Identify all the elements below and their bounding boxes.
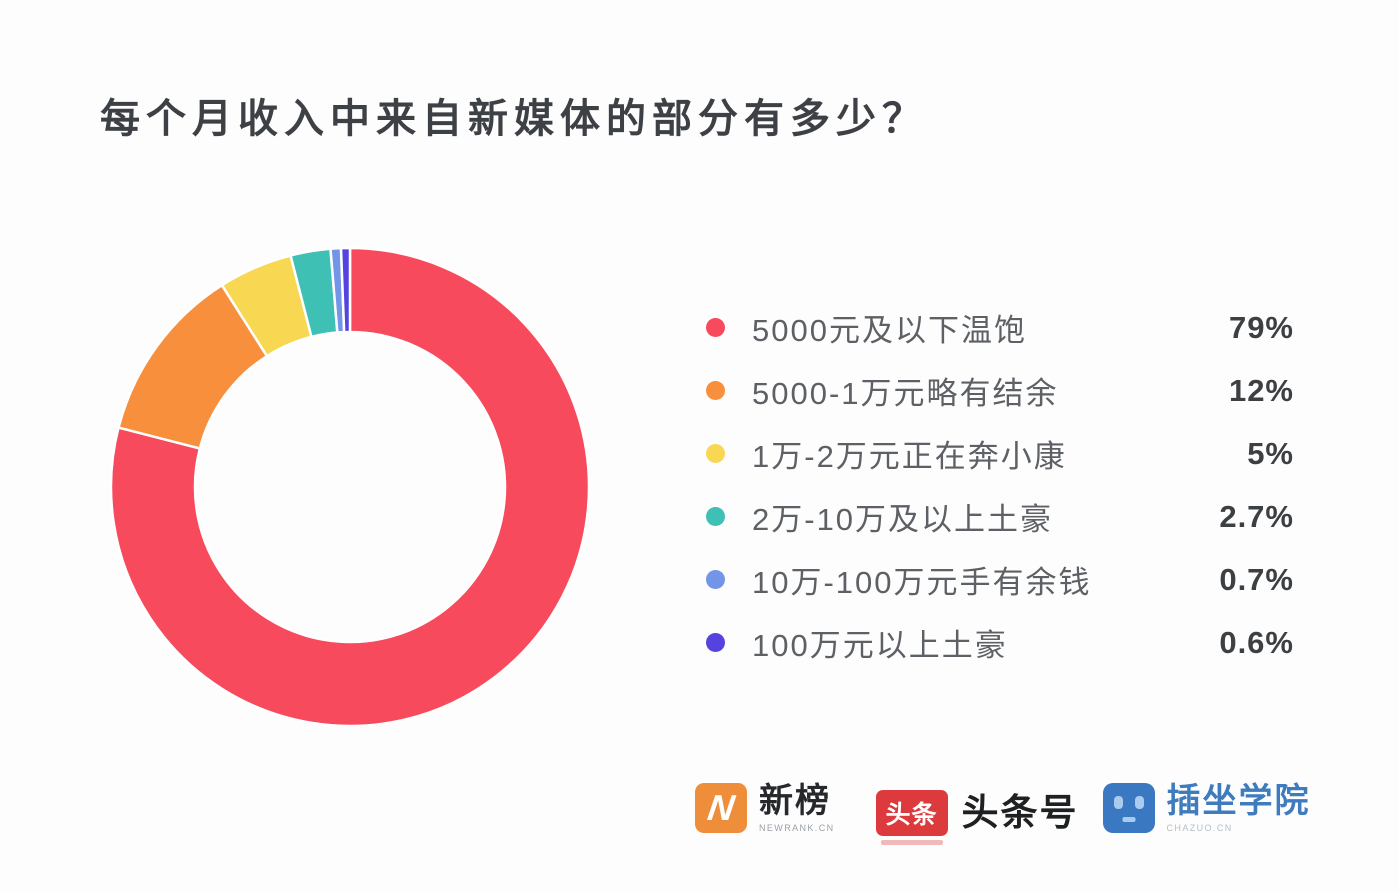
legend-color-dot	[706, 507, 725, 526]
legend-label: 5000-1万元略有结余	[752, 376, 1059, 411]
newrank-logo-icon: N	[695, 783, 747, 833]
legend-value: 79%	[1228, 309, 1294, 345]
robot-eye-right	[1134, 796, 1144, 809]
newrank-logo-title: 新榜	[759, 782, 831, 820]
legend-label: 100万元以上土豪	[752, 628, 1008, 663]
legend-value: 12%	[1228, 372, 1294, 408]
footer-logos: N 新榜 NEWRANK.CN 头条 头条号 插坐学院 CHAZUO.CN	[695, 783, 1311, 845]
chazuo-logo-icon	[1102, 783, 1155, 833]
toutiao-logo: 头条 头条号	[875, 790, 1079, 845]
donut-segment-5	[339, 246, 352, 334]
toutiao-logo-icon: 头条	[875, 790, 948, 836]
newrank-logo-subtitle: NEWRANK.CN	[759, 823, 835, 833]
legend-color-dot	[706, 381, 725, 400]
toutiao-logo-title: 头条号	[961, 792, 1079, 833]
chazuo-logo-title: 插坐学院	[1166, 782, 1311, 820]
robot-mouth	[1122, 817, 1136, 822]
chazuo-logo: 插坐学院 CHAZUO.CN	[1102, 782, 1311, 833]
robot-eye-left	[1113, 796, 1123, 809]
page-title: 每个月收入中来自新媒体的部分有多少？	[100, 97, 928, 141]
legend-row-5: 100万元以上土豪 0.6%	[706, 611, 1294, 674]
toutiao-logo-tagline	[880, 840, 943, 845]
chazuo-logo-subtitle: CHAZUO.CN	[1166, 823, 1233, 833]
legend-row-3: 2万-10万及以上土豪 2.7%	[706, 485, 1294, 548]
donut-segment-0	[109, 246, 591, 728]
legend-label: 2万-10万及以上土豪	[752, 502, 1054, 537]
newrank-logo: N 新榜 NEWRANK.CN	[695, 783, 835, 833]
donut-chart	[109, 246, 591, 728]
legend-label: 10万-100万元手有余钱	[752, 565, 1092, 600]
legend-value: 5%	[1247, 435, 1294, 471]
legend-row-1: 5000-1万元略有结余 12%	[706, 359, 1294, 422]
legend: 5000元及以下温饱 79% 5000-1万元略有结余 12% 1万-2万元正在奔小康 5…	[706, 296, 1294, 674]
legend-value: 0.6%	[1219, 624, 1294, 660]
legend-label: 1万-2万元正在奔小康	[752, 439, 1067, 474]
legend-label: 5000元及以下温饱	[752, 313, 1027, 348]
legend-row-0: 5000元及以下温饱 79%	[706, 296, 1294, 359]
legend-row-4: 10万-100万元手有余钱 0.7%	[706, 548, 1294, 611]
legend-value: 0.7%	[1219, 561, 1294, 597]
legend-color-dot	[706, 570, 725, 589]
legend-color-dot	[706, 444, 725, 463]
legend-color-dot	[706, 318, 725, 337]
legend-value: 2.7%	[1219, 498, 1294, 534]
legend-row-2: 1万-2万元正在奔小康 5%	[706, 422, 1294, 485]
legend-color-dot	[706, 633, 725, 652]
